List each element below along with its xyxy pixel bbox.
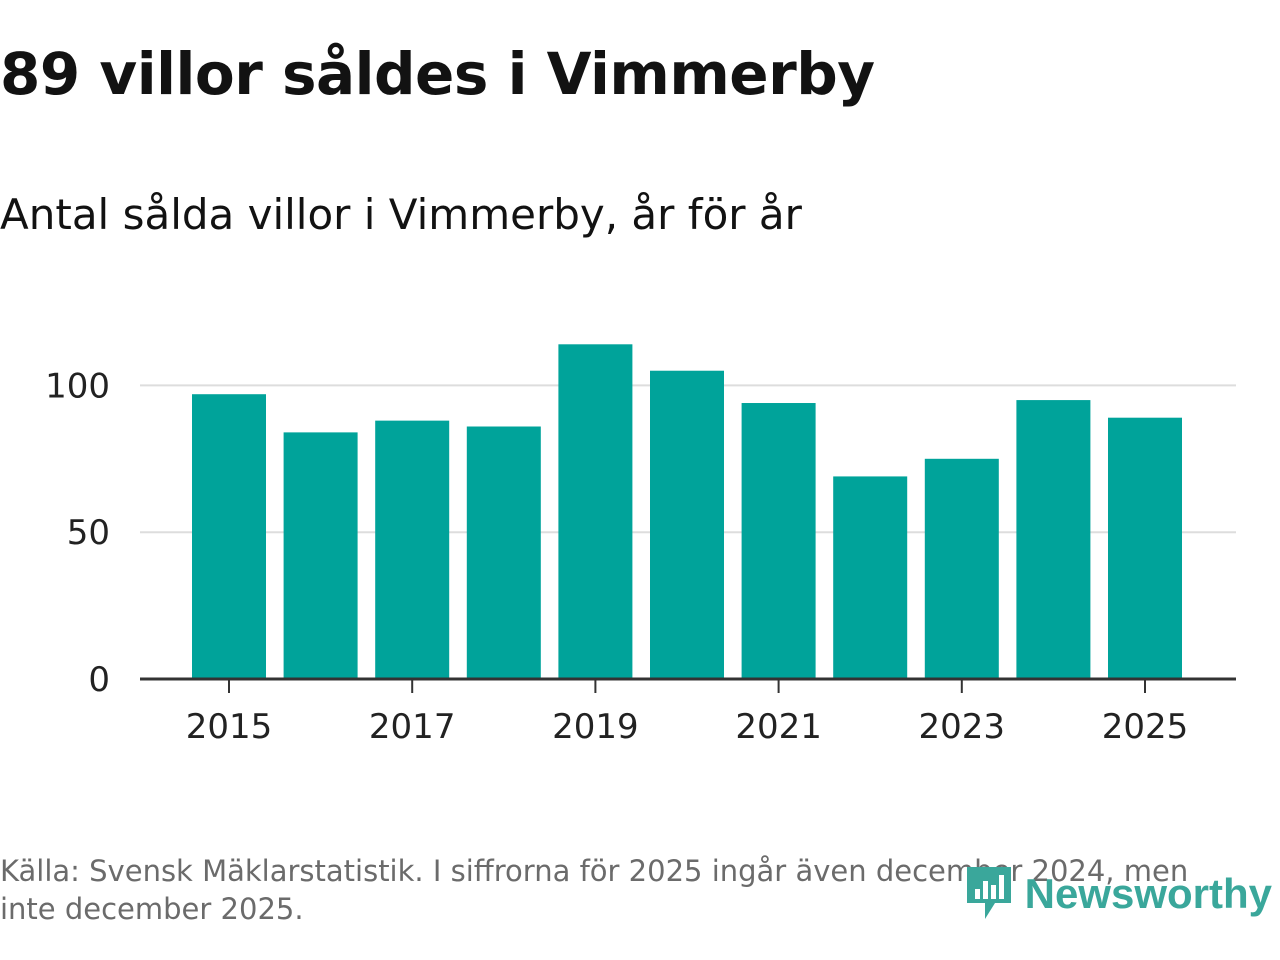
- chart-title: 89 villor såldes i Vimmerby: [0, 40, 875, 108]
- bar-2023: [924, 458, 999, 679]
- bar-2018: [466, 426, 541, 679]
- newsworthy-logo-text: Newsworthy: [1024, 870, 1272, 917]
- newsworthy-logo-icon: [966, 867, 1011, 919]
- newsworthy-logo: Newsworthy: [963, 862, 1272, 926]
- bar-chart: 0 50 100 2015 2017 2019 2021 2023 2025: [45, 344, 1236, 747]
- bar-2021: [741, 403, 816, 679]
- x-tick-label: 2015: [186, 707, 273, 747]
- x-tick-label: 2021: [735, 707, 822, 747]
- bar-2019: [558, 344, 633, 679]
- bar-2015: [192, 394, 266, 679]
- x-tick-label: 2017: [369, 707, 456, 747]
- y-tick-labels: 0 50 100: [45, 366, 110, 700]
- bar-2022: [833, 476, 908, 679]
- chart-subtitle: Antal sålda villor i Vimmerby, år för år: [0, 190, 802, 239]
- x-tick-label: 2019: [552, 707, 639, 747]
- bars: [192, 344, 1182, 679]
- bar-2025: [1108, 417, 1182, 679]
- y-tick-label: 0: [88, 660, 110, 700]
- bar-2024: [1016, 400, 1091, 679]
- x-axis: [140, 677, 1236, 693]
- x-tick-labels: 2015 2017 2019 2021 2023 2025: [186, 707, 1189, 747]
- x-tick-label: 2023: [919, 707, 1006, 747]
- bar-2016: [283, 432, 358, 679]
- y-tick-label: 100: [45, 366, 110, 406]
- y-tick-label: 50: [67, 513, 110, 553]
- bar-2020: [650, 370, 724, 679]
- x-tick-label: 2025: [1102, 707, 1189, 747]
- bar-2017: [375, 420, 450, 679]
